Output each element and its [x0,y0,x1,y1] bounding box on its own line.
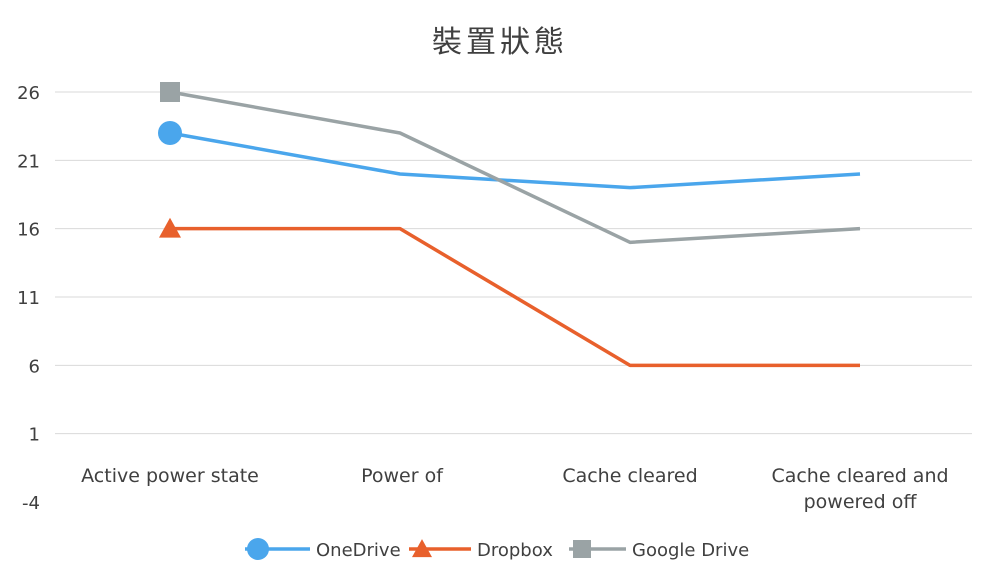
y-tick-label: 1 [29,425,40,446]
y-tick-label: 6 [29,356,40,377]
x-tick-label: powered off [804,491,918,513]
x-tick-label: Power of [361,465,444,487]
legend-item-onedrive: OneDrive [245,538,401,561]
legend-marker [247,538,269,560]
legend-label: OneDrive [316,540,401,561]
legend-label: Google Drive [632,540,749,561]
series-line-google-drive [169,90,861,245]
legend-marker [412,539,432,558]
legend-label: Dropbox [477,540,553,561]
legend-item-dropbox: Dropbox [409,539,553,561]
x-tick-label: Active power state [81,465,259,487]
y-tick-label: 16 [17,220,40,241]
y-tick-label: 26 [17,83,40,104]
data-point-google-drive [160,82,180,102]
x-axis-labels: Active power state Power of Cache cleared C… [81,465,948,513]
grid-lines [55,91,972,435]
data-point-onedrive [158,121,182,145]
legend: OneDrive Dropbox Google Drive [245,538,749,561]
series-lines [169,90,861,368]
legend-item-google-drive: Google Drive [569,540,749,561]
series-markers [158,82,182,238]
series-line-dropbox [170,226,860,368]
y-tick-label: -4 [22,493,40,514]
x-tick-label: Cache cleared and [771,465,948,487]
x-tick-label: Cache cleared [562,465,697,487]
series-line-onedrive [169,131,861,190]
legend-marker [573,540,591,558]
y-tick-label: 11 [17,288,40,309]
y-tick-label: 21 [17,151,40,172]
data-point-dropbox [159,217,181,238]
chart-title: 裝置狀態 [432,25,568,60]
